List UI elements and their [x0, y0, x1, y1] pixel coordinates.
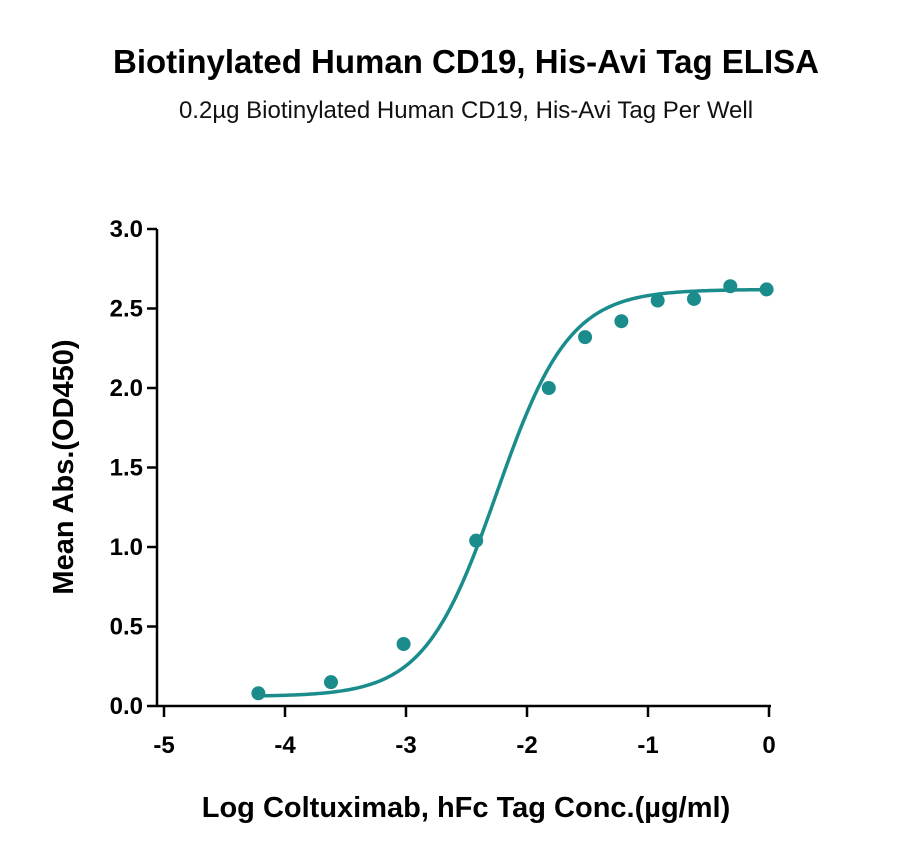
data-point [251, 686, 266, 701]
chart-subtitle: 0.2µg Biotinylated Human CD19, His-Avi T… [179, 97, 753, 124]
x-tick-label: 0 [762, 732, 775, 759]
y-axis-label: Mean Abs.(OD450) [48, 339, 80, 594]
y-tick-label: 3.0 [110, 216, 143, 243]
plot-area: 0.0 0.5 1.0 1.5 2.0 2.5 3.0 -5 -4 -3 -2 -1 0 [110, 216, 776, 759]
y-tick-label: 1.0 [110, 534, 143, 561]
data-point [323, 675, 338, 690]
x-tick-label: -1 [637, 732, 658, 759]
data-point [396, 636, 411, 651]
data-point [686, 291, 701, 306]
data-point [578, 330, 593, 345]
data-point [541, 381, 556, 395]
y-tick-label: 2.0 [110, 375, 143, 402]
x-tick-label: -3 [395, 732, 416, 759]
data-point [614, 314, 629, 329]
x-axis-label: Log Coltuximab, hFc Tag Conc.(µg/ml) [202, 792, 731, 824]
x-tick-label: -5 [153, 732, 174, 759]
y-tick-label: 1.5 [110, 455, 143, 482]
y-tick-label: 2.5 [110, 296, 143, 323]
chart-title: Biotinylated Human CD19, His-Avi Tag ELI… [113, 43, 819, 80]
fit-curve [256, 287, 769, 698]
data-point [723, 279, 738, 294]
data-point [759, 282, 774, 297]
y-tick-label: 0.5 [110, 614, 143, 641]
y-tick-label: 0.0 [110, 693, 143, 720]
data-point [469, 533, 484, 548]
data-point [650, 293, 665, 308]
x-tick-label: -4 [274, 732, 296, 759]
x-tick-label: -2 [516, 732, 537, 759]
